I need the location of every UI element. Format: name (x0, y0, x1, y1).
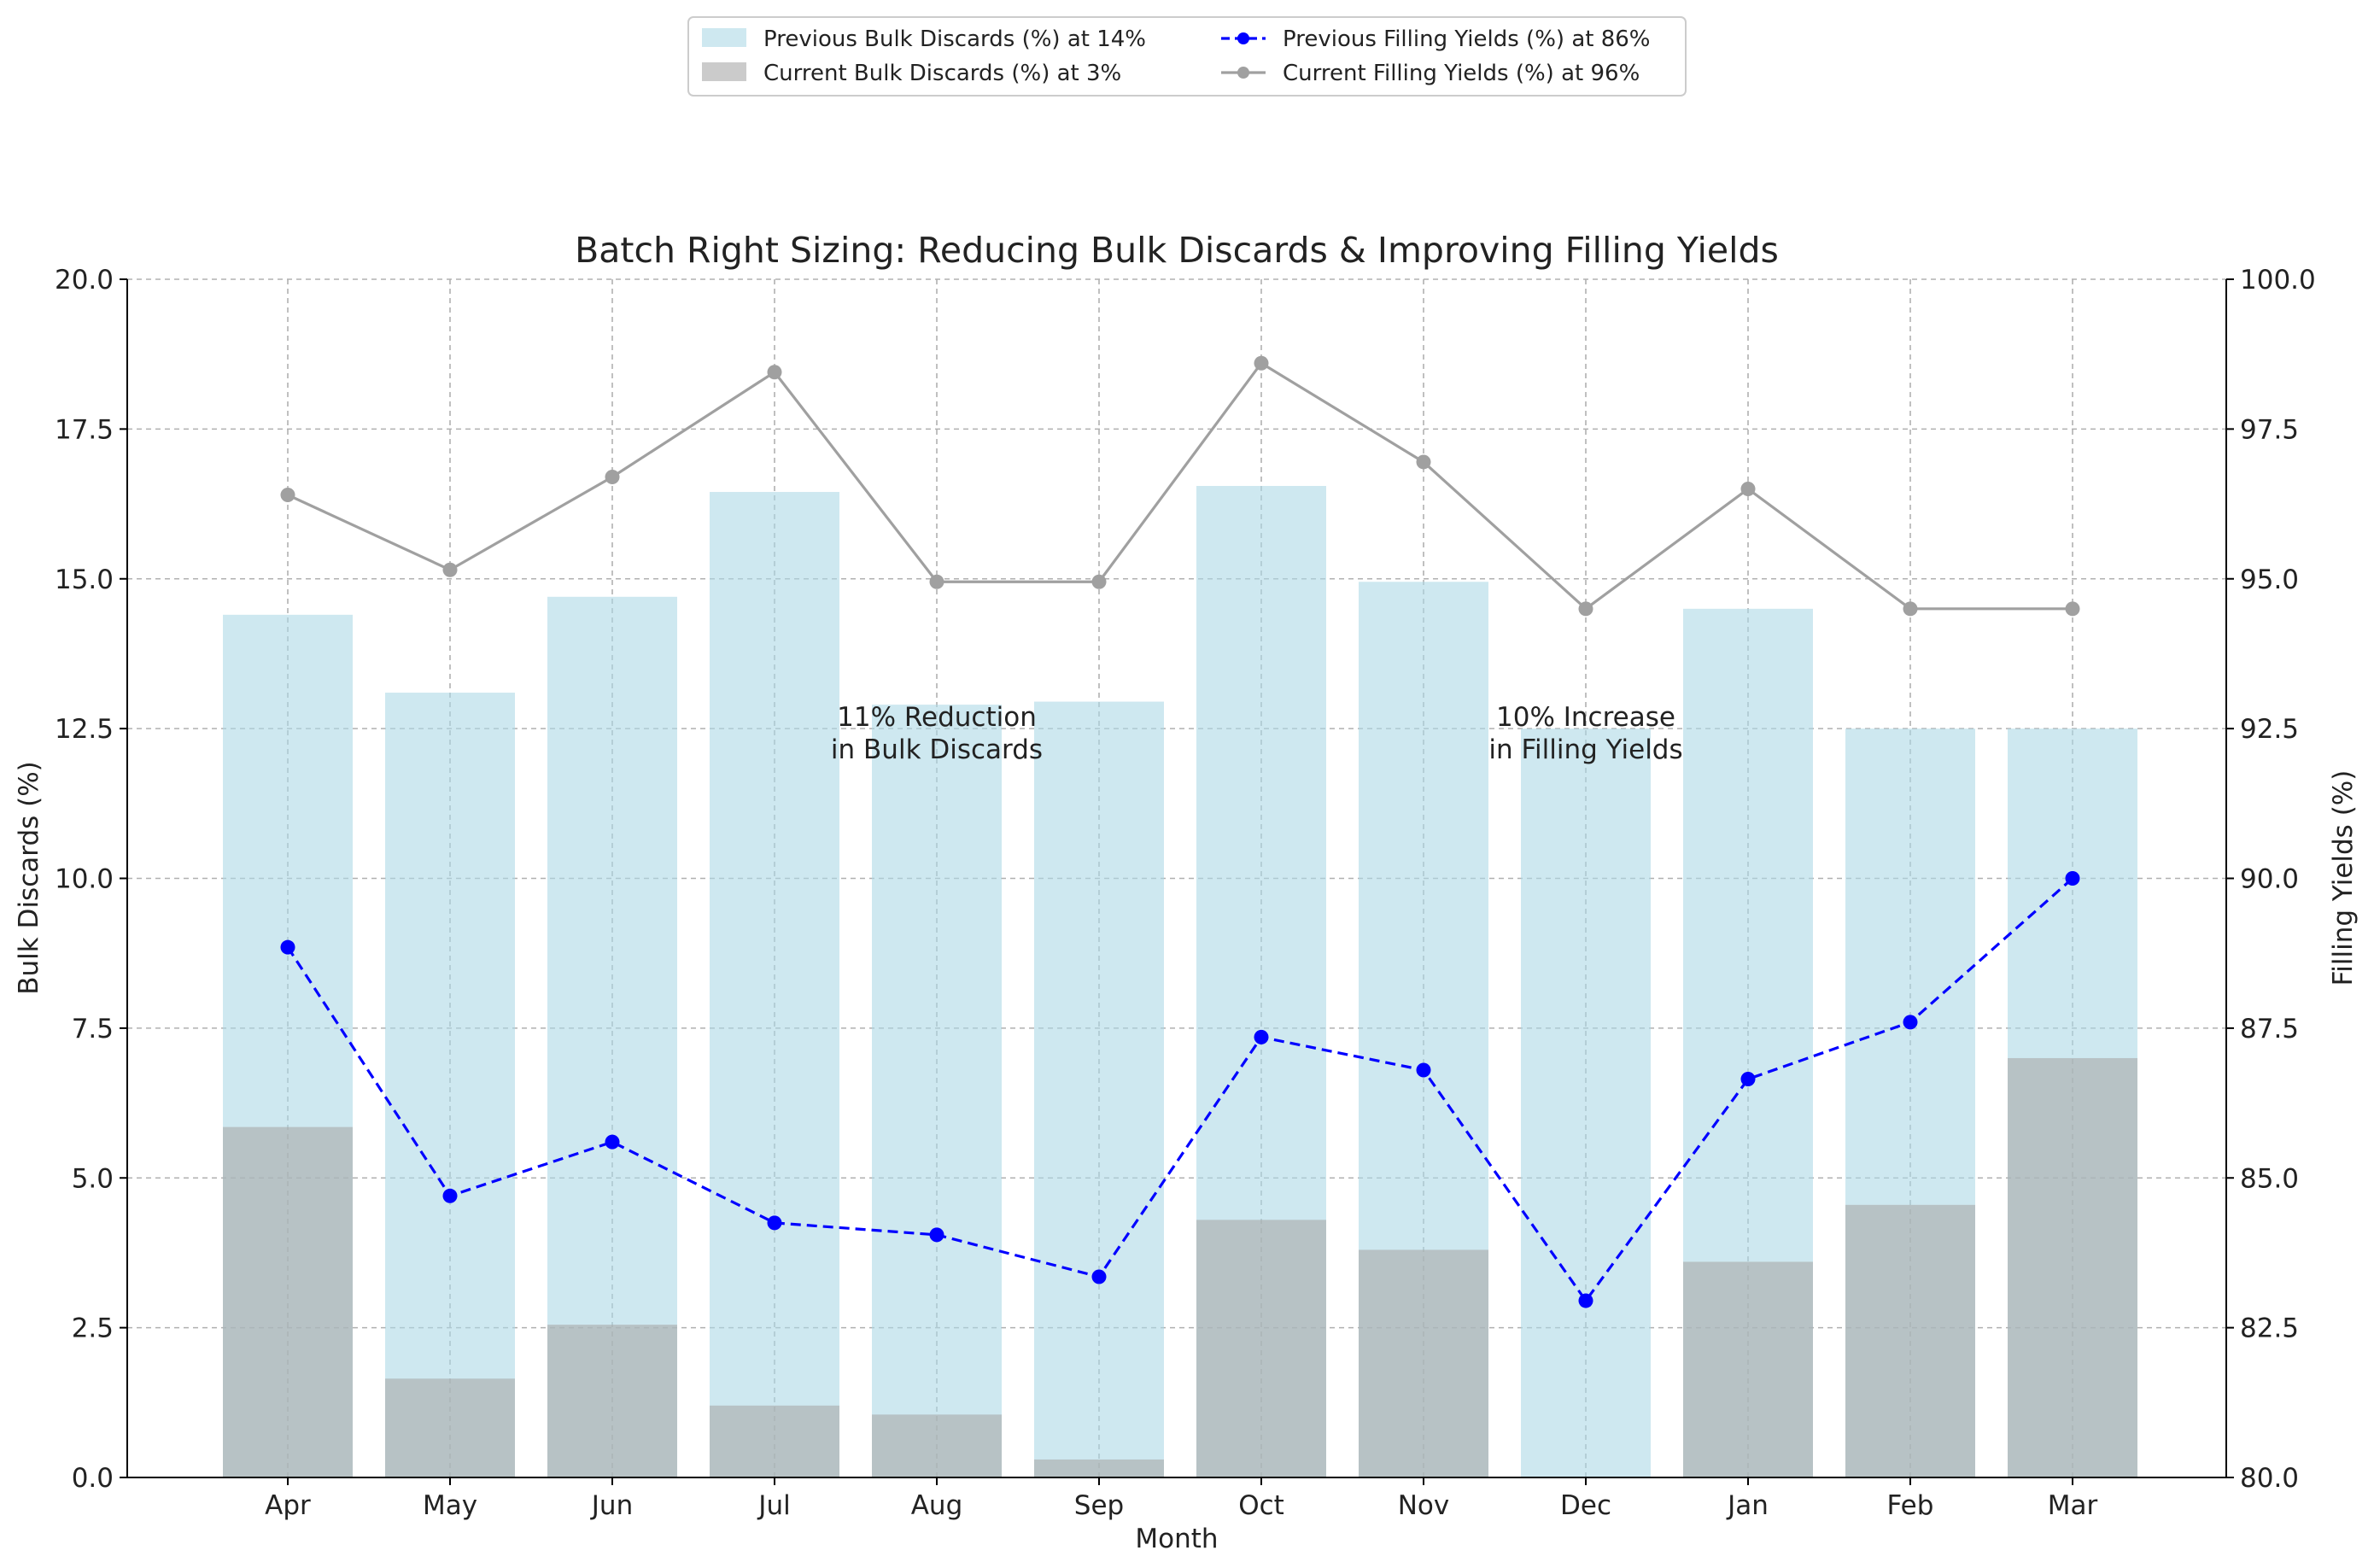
y-tick-label: 0.0 (72, 1463, 114, 1494)
bar-current-bulk-discards (1034, 1459, 1164, 1477)
x-tick-label: Nov (1398, 1490, 1450, 1521)
annotation-text: in Filling Yields (1488, 734, 1682, 765)
x-tick-label: Mar (2048, 1490, 2098, 1521)
x-axis-label: Month (1135, 1524, 1218, 1554)
x-tick-label: Sep (1074, 1490, 1124, 1521)
point-previous-filling-yields (2065, 871, 2080, 886)
bar-previous-bulk-discards (1034, 701, 1164, 1477)
y-tick-label: 5.0 (72, 1163, 114, 1194)
point-current-filling-yields (2065, 601, 2080, 617)
bar-current-bulk-discards (2008, 1057, 2137, 1477)
point-current-filling-yields (1254, 355, 1269, 371)
point-current-filling-yields (442, 562, 458, 577)
legend-swatch (702, 28, 746, 47)
x-tick-label: Feb (1887, 1490, 1934, 1521)
y2-tick-label: 100.0 (2240, 265, 2316, 295)
bar-current-bulk-discards (1683, 1261, 1813, 1477)
point-current-filling-yields (929, 574, 944, 589)
point-previous-filling-yields (1254, 1029, 1269, 1044)
point-previous-filling-yields (442, 1188, 458, 1203)
y-tick-label: 20.0 (55, 265, 114, 295)
y-tick-label: 10.0 (55, 864, 114, 895)
x-tick-label: Aug (911, 1490, 963, 1521)
x-tick-label: Jun (590, 1490, 633, 1521)
legend-marker (1237, 32, 1249, 44)
point-previous-filling-yields (605, 1134, 620, 1150)
y2-tick-label: 92.5 (2240, 714, 2299, 745)
point-current-filling-yields (605, 469, 620, 484)
bar-current-bulk-discards (1196, 1220, 1326, 1477)
legend-items: Previous Bulk Discards (%) at 14% Current… (702, 26, 1651, 86)
point-current-filling-yields (1416, 454, 1431, 470)
bar-current-bulk-discards (223, 1126, 353, 1477)
point-previous-filling-yields (1091, 1269, 1107, 1284)
bar-current-bulk-discards (1845, 1204, 1975, 1477)
legend-frame (687, 16, 1687, 97)
x-tick-label: Jan (1726, 1490, 1769, 1521)
bar-previous-bulk-discards (385, 693, 515, 1477)
y-axis-label: Bulk Discards (%) (14, 761, 44, 995)
x-tick-label: May (423, 1490, 477, 1521)
y2-tick-label: 85.0 (2240, 1163, 2299, 1194)
bars (223, 486, 2137, 1478)
bar-current-bulk-discards (710, 1405, 839, 1477)
point-previous-filling-yields (1740, 1072, 1756, 1087)
point-current-filling-yields (1578, 601, 1593, 617)
bar-current-bulk-discards (547, 1325, 677, 1477)
line-previous-filling-yields (286, 877, 2074, 1303)
point-previous-filling-yields (767, 1215, 782, 1231)
point-previous-filling-yields (280, 939, 295, 955)
y2-tick-label: 87.5 (2240, 1014, 2299, 1044)
point-previous-filling-yields (929, 1227, 944, 1243)
point-previous-filling-yields (1416, 1062, 1431, 1078)
x-tick-label: Oct (1238, 1490, 1284, 1521)
x-tick-label: Apr (265, 1490, 311, 1521)
point-current-filling-yields (1091, 574, 1107, 589)
y-tick-label: 2.5 (72, 1313, 114, 1344)
y2-tick-label: 82.5 (2240, 1313, 2299, 1344)
point-previous-filling-yields (1903, 1015, 1918, 1030)
y2-tick-label: 97.5 (2240, 414, 2299, 445)
legend-marker (1237, 67, 1249, 79)
point-current-filling-yields (280, 488, 295, 503)
x-tick-label: Dec (1560, 1490, 1611, 1521)
bar-previous-bulk-discards (710, 492, 839, 1477)
legend-swatch (702, 62, 746, 81)
y-tick-label: 7.5 (72, 1014, 114, 1044)
y2-tick-label: 90.0 (2240, 864, 2299, 895)
bar-current-bulk-discards (1359, 1249, 1488, 1477)
legend-label: Previous Filling Yields (%) at 86% (1283, 26, 1651, 52)
legend-label: Current Bulk Discards (%) at 3% (763, 61, 1121, 86)
point-previous-filling-yields (1578, 1293, 1593, 1308)
bar-previous-bulk-discards (1521, 728, 1651, 1477)
chart-title: Batch Right Sizing: Reducing Bulk Discar… (575, 230, 1779, 271)
y2-tick-label: 95.0 (2240, 565, 2299, 595)
lines (280, 355, 2080, 1308)
bar-current-bulk-discards (385, 1378, 515, 1477)
x-tick-label: Jul (757, 1490, 790, 1521)
point-current-filling-yields (1903, 601, 1918, 617)
point-current-filling-yields (767, 365, 782, 380)
ticks: 0.0 2.5 5.0 7.5 10.0 12.5 15.0 17.5 20.0 80.0 82.5… (55, 265, 2316, 1521)
y-tick-label: 17.5 (55, 414, 114, 445)
y2-tick-label: 80.0 (2240, 1463, 2299, 1494)
legend-label: Current Filling Yields (%) at 96% (1283, 61, 1640, 86)
point-current-filling-yields (1740, 482, 1756, 497)
legend: Previous Bulk Discards (%) at 14% Current… (687, 16, 1687, 97)
y-tick-label: 12.5 (55, 714, 114, 745)
line-current-filling-yields (287, 361, 2073, 611)
legend-label: Previous Bulk Discards (%) at 14% (763, 26, 1146, 52)
bar-previous-bulk-discards (872, 705, 1002, 1477)
y2-axis-label: Filling Yields (%) (2328, 770, 2359, 986)
annotation-text: 10% Increase (1496, 702, 1675, 733)
y-tick-label: 15.0 (55, 565, 114, 595)
annotation-text: in Bulk Discards (831, 734, 1043, 765)
bar-current-bulk-discards (872, 1414, 1002, 1477)
annotation-text: 11% Reduction (837, 702, 1037, 733)
